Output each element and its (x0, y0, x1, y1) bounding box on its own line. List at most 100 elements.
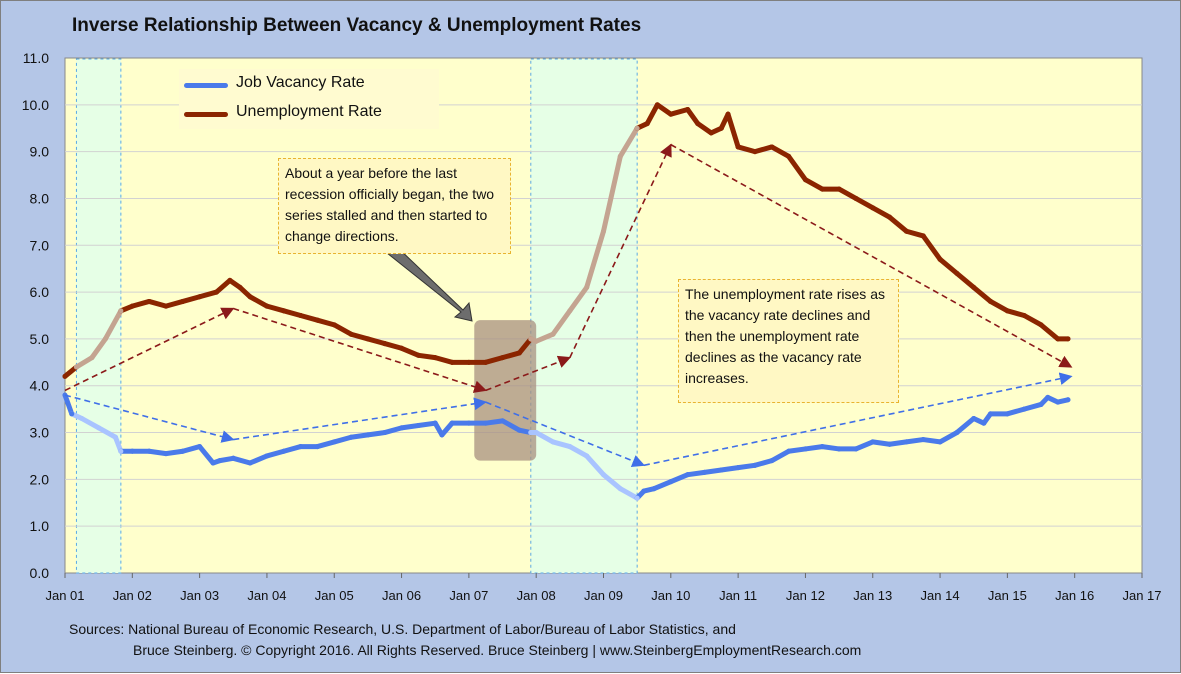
data-point-unemployment (601, 228, 606, 234)
series-segment-vacancy (1004, 406, 1027, 417)
x-tick-label: Jan 14 (921, 588, 960, 603)
series-segment-vacancy (180, 444, 203, 454)
y-tick-label: 4.0 (30, 378, 50, 394)
series-segment-unemployment (988, 298, 1010, 314)
series-segment-vacancy (718, 465, 741, 473)
series-segment-vacancy (786, 446, 808, 454)
data-point-unemployment (247, 294, 253, 300)
series-segment-vacancy (500, 418, 522, 433)
series-segment-unemployment (903, 228, 926, 239)
data-point-vacancy (314, 444, 320, 450)
series-segment-unemployment (382, 341, 405, 351)
data-point-vacancy (651, 486, 657, 492)
data-point-vacancy (550, 439, 556, 445)
series-segment-unemployment (584, 228, 606, 290)
data-point-vacancy (887, 441, 893, 447)
series-segment-vacancy (920, 437, 943, 445)
x-tick-label: Jan 10 (651, 588, 690, 603)
data-point-unemployment (466, 359, 472, 365)
series-segment-vacancy (415, 420, 438, 429)
data-point-vacancy (432, 420, 438, 426)
data-point-unemployment (1004, 308, 1010, 314)
data-point-unemployment (314, 317, 320, 323)
data-point-vacancy (415, 423, 421, 429)
series-segment-vacancy (651, 479, 674, 492)
data-point-vacancy (1055, 399, 1061, 405)
data-point-unemployment (634, 125, 640, 131)
data-point-vacancy (1038, 401, 1044, 407)
data-point-vacancy (685, 472, 691, 478)
x-tick-label: Jan 02 (113, 588, 152, 603)
series-segment-vacancy (146, 448, 169, 457)
data-point-unemployment (528, 336, 534, 342)
series-segment-unemployment (550, 308, 573, 337)
x-tick-label: Jan 01 (45, 588, 84, 603)
series-segment-vacancy (264, 448, 287, 459)
series-segment-unemployment (500, 350, 522, 361)
data-point-vacancy (1021, 406, 1027, 412)
data-point-unemployment (654, 102, 660, 108)
x-tick-label: Jan 08 (517, 588, 556, 603)
data-point-vacancy (981, 420, 987, 426)
data-point-unemployment (399, 345, 405, 351)
data-point-unemployment (146, 298, 152, 304)
trend-arrow-unemployment (485, 355, 572, 392)
trend-arrow-vacancy (64, 394, 235, 443)
data-point-vacancy (230, 455, 236, 461)
data-point-unemployment (1055, 336, 1061, 342)
data-point-vacancy (217, 458, 223, 464)
data-point-vacancy (79, 416, 85, 421)
series-segment-unemployment (533, 331, 556, 344)
data-point-vacancy (819, 444, 825, 450)
legend-label-vacancy: Job Vacancy Rate (236, 74, 365, 91)
series-segment-vacancy (601, 472, 623, 492)
series-segment-unemployment (281, 308, 304, 318)
series-segment-unemployment (483, 355, 506, 365)
data-point-unemployment (725, 111, 731, 117)
highlight-box (474, 320, 537, 461)
data-point-vacancy (634, 495, 640, 501)
data-point-unemployment (937, 256, 943, 262)
x-tick-label: Jan 13 (853, 588, 892, 603)
data-point-unemployment (163, 303, 169, 309)
series-segment-vacancy (870, 439, 893, 447)
y-tick-label: 1.0 (30, 518, 50, 534)
data-point-unemployment (213, 289, 219, 295)
series-segment-vacancy (903, 437, 926, 445)
x-tick-label: Jan 05 (315, 588, 354, 603)
data-point-unemployment (73, 364, 79, 370)
y-tick-label: 5.0 (30, 331, 50, 347)
data-point-unemployment (903, 228, 909, 234)
series-segment-unemployment (365, 336, 388, 347)
series-segment-vacancy (735, 462, 758, 471)
data-point-vacancy (786, 448, 792, 454)
recession-band-1 (75, 58, 122, 574)
data-point-unemployment (920, 233, 926, 239)
y-tick-label: 11.0 (23, 50, 49, 66)
data-point-unemployment (415, 352, 421, 358)
recession-band-2 (530, 58, 638, 574)
data-point-vacancy (197, 444, 203, 450)
series-segment-unemployment (954, 270, 977, 290)
data-point-unemployment (644, 121, 650, 127)
data-point-unemployment (331, 322, 337, 328)
series-segment-unemployment (73, 355, 95, 370)
series-segment-unemployment (786, 153, 808, 183)
series-segment-vacancy (96, 425, 118, 440)
series-segment-vacancy (382, 425, 405, 436)
series-segment-vacancy (567, 444, 590, 459)
series-segment-vacancy (819, 444, 842, 452)
series-segment-unemployment (129, 298, 152, 309)
data-point-unemployment (197, 294, 203, 300)
x-tick-label: Jan 09 (584, 588, 623, 603)
data-point-unemployment (988, 298, 994, 304)
data-point-unemployment (432, 355, 438, 361)
data-point-vacancy (500, 418, 506, 424)
data-point-unemployment (102, 336, 108, 342)
data-point-vacancy (1004, 411, 1010, 417)
data-point-vacancy (802, 446, 808, 452)
data-point-vacancy (1065, 397, 1071, 403)
data-point-unemployment (584, 284, 590, 290)
data-point-vacancy (112, 434, 118, 440)
data-point-unemployment (89, 355, 95, 361)
